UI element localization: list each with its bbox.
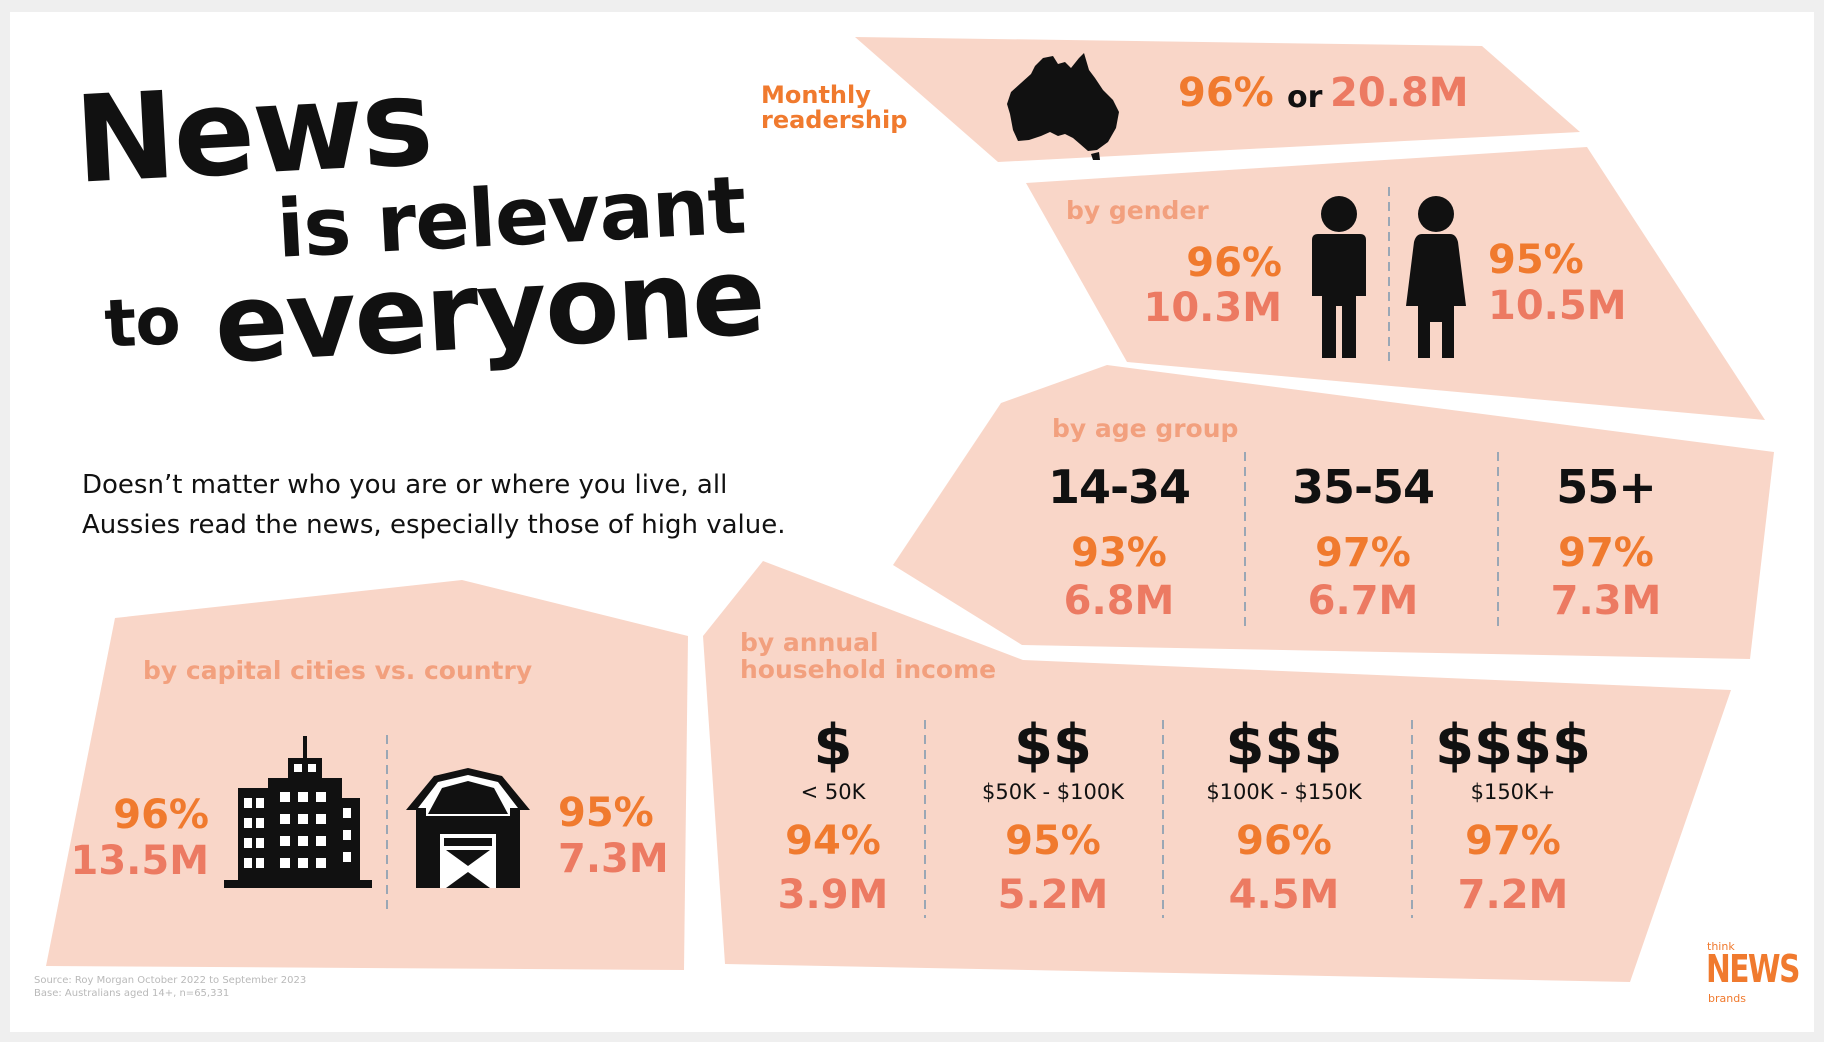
location-country-count: 7.3M xyxy=(558,836,669,882)
intro-text-line-2: Aussies read the news, especially those … xyxy=(82,510,786,540)
title-everyone: everyone xyxy=(211,234,767,388)
location-city-count: 13.5M xyxy=(70,838,210,884)
panel-age xyxy=(893,365,1774,659)
male-icon xyxy=(1312,196,1366,358)
age-pct-1: 93% xyxy=(1071,530,1167,576)
logo-brands: brands xyxy=(1708,992,1746,1005)
age-range-2: 35-54 xyxy=(1291,460,1435,514)
monthly-pct: 96% xyxy=(1178,70,1274,116)
australia-map-icon xyxy=(1007,53,1119,160)
gender-label: by gender xyxy=(1066,196,1209,225)
income-pct-4: 97% xyxy=(1465,818,1561,864)
income-range-4: $150K+ xyxy=(1470,780,1556,804)
age-range-1: 14-34 xyxy=(1047,460,1191,514)
income-symbol-1: $ xyxy=(813,713,853,778)
panel-gender xyxy=(1026,147,1765,420)
gender-male-pct: 96% xyxy=(1186,240,1282,286)
female-icon xyxy=(1406,196,1466,358)
age-label: by age group xyxy=(1052,414,1239,443)
monthly-total: 20.8M xyxy=(1330,70,1469,116)
income-count-2: 5.2M xyxy=(997,872,1109,918)
city-buildings-icon xyxy=(224,736,372,888)
income-count-3: 4.5M xyxy=(1228,872,1340,918)
logo-think: think xyxy=(1707,940,1735,953)
gender-female-pct: 95% xyxy=(1488,237,1584,283)
barn-icon xyxy=(406,768,530,888)
location-city-pct: 96% xyxy=(113,792,209,838)
monthly-label-line-2: readership xyxy=(761,106,908,134)
monthly-or: or xyxy=(1287,80,1323,115)
location-label: by capital cities vs. country xyxy=(143,656,533,685)
income-range-2: $50K - $100K xyxy=(982,780,1124,804)
income-count-1: 3.9M xyxy=(777,872,889,918)
age-count-2: 6.7M xyxy=(1307,578,1419,624)
income-range-3: $100K - $150K xyxy=(1206,780,1362,804)
income-symbol-3: $$$ xyxy=(1225,713,1343,778)
income-label-line-1: by annual xyxy=(740,628,879,657)
gender-female-count: 10.5M xyxy=(1488,283,1627,329)
age-pct-2: 97% xyxy=(1315,530,1411,576)
age-pct-3: 97% xyxy=(1558,530,1654,576)
gender-male-count: 10.3M xyxy=(1143,285,1283,331)
income-pct-3: 96% xyxy=(1236,818,1332,864)
income-symbol-4: $$$$ xyxy=(1435,713,1591,778)
income-range-1: < 50K xyxy=(800,780,866,804)
monthly-label-line-1: Monthly xyxy=(761,81,871,109)
panel-location xyxy=(46,580,688,970)
title-to: to xyxy=(102,282,182,363)
panel-income xyxy=(703,561,1731,982)
think-news-brands-logo: think NEWS brands xyxy=(1706,940,1800,1010)
age-range-3: 55+ xyxy=(1556,460,1657,514)
age-count-1: 6.8M xyxy=(1063,578,1175,624)
income-symbol-2: $$ xyxy=(1014,713,1092,778)
intro-text-line-1: Doesn’t matter who you are or where you … xyxy=(82,470,728,500)
location-country-pct: 95% xyxy=(558,790,654,836)
income-pct-1: 94% xyxy=(785,818,881,864)
income-label-line-2: household income xyxy=(740,655,997,684)
logo-news: NEWS xyxy=(1706,947,1800,991)
source-line-2: Base: Australians aged 14+, n=65,331 xyxy=(34,988,230,999)
income-count-4: 7.2M xyxy=(1457,872,1569,918)
income-pct-2: 95% xyxy=(1005,818,1101,864)
age-count-3: 7.3M xyxy=(1550,578,1662,624)
source-line-1: Source: Roy Morgan October 2022 to Septe… xyxy=(34,975,307,986)
